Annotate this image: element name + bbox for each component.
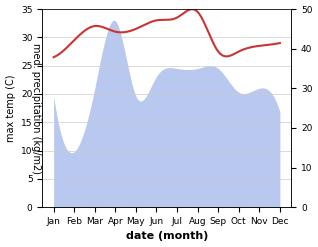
X-axis label: date (month): date (month)	[126, 231, 208, 242]
Y-axis label: med. precipitation (kg/m2): med. precipitation (kg/m2)	[31, 43, 41, 174]
Y-axis label: max temp (C): max temp (C)	[5, 74, 16, 142]
